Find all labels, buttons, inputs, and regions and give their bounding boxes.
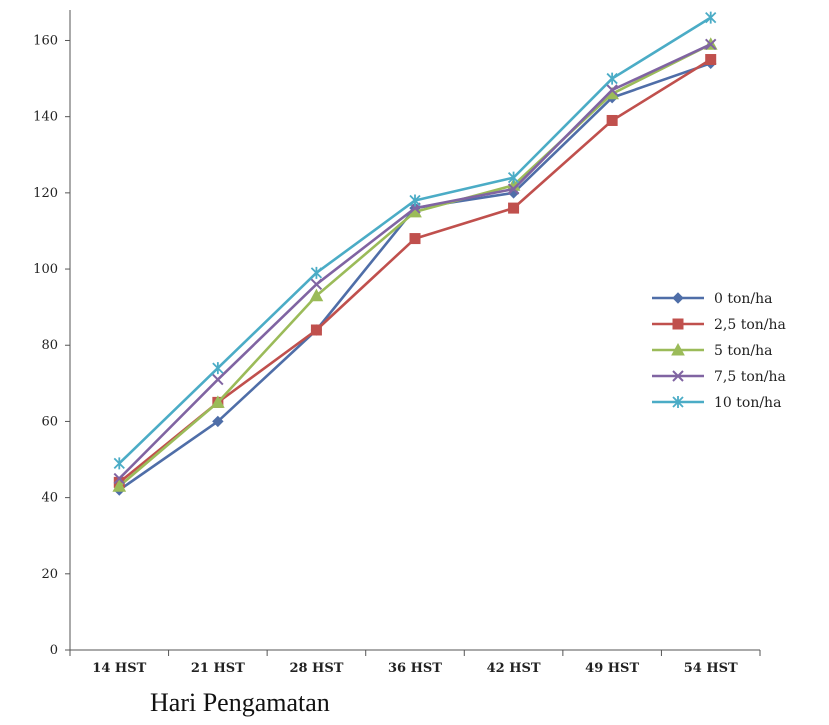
data-point [409, 233, 421, 245]
legend-marker [672, 370, 684, 382]
data-point [112, 479, 127, 492]
x-tick-label: 21 HST [191, 661, 245, 676]
y-tick-label: 40 [41, 491, 58, 506]
y-tick-label: 140 [33, 110, 58, 125]
data-point [211, 395, 225, 408]
y-tick-label: 0 [50, 643, 58, 658]
data-point [409, 194, 421, 207]
legend-marker [671, 342, 685, 356]
y-tick-label: 80 [41, 338, 58, 353]
legend-label: 7,5 ton/ha [714, 369, 786, 385]
data-point [310, 324, 322, 336]
series-line [118, 62, 712, 492]
x-tick-label: 28 HST [289, 661, 343, 676]
data-point [212, 362, 224, 375]
legend-item: 0 ton/ha [652, 291, 773, 307]
series-0 [113, 57, 717, 496]
legend-item: 7,5 ton/ha [652, 369, 786, 385]
series-line [118, 58, 712, 484]
data-point [606, 114, 618, 126]
series-layer [112, 11, 718, 496]
data-point [606, 72, 618, 85]
legend-marker [672, 292, 684, 304]
legend-label: 5 ton/ha [714, 343, 773, 359]
series-3 [113, 38, 717, 485]
data-point [507, 183, 520, 195]
data-point [705, 11, 717, 24]
series-line [118, 43, 712, 480]
y-tick-label: 160 [33, 33, 58, 48]
legend: 0 ton/ha 2,5 ton/ha 5 ton/ha 7,5 ton/ha 10 t… [652, 291, 786, 411]
legend-label: 10 ton/ha [714, 395, 781, 411]
series-line [118, 43, 712, 488]
data-point [705, 38, 717, 50]
x-tick-label: 49 HST [585, 661, 639, 676]
legend-item: 10 ton/ha [652, 395, 781, 411]
data-point [508, 202, 520, 214]
legend-label: 2,5 ton/ha [714, 317, 786, 333]
data-point [212, 373, 224, 386]
legend-item: 2,5 ton/ha [652, 317, 786, 333]
x-tick-label: 42 HST [487, 661, 541, 676]
y-tick-label: 60 [41, 414, 58, 429]
x-tick-label: 54 HST [684, 661, 738, 676]
x-axis-label: Hari Pengamatan [150, 688, 330, 717]
data-point [212, 415, 224, 428]
y-tick-label: 20 [41, 567, 58, 582]
chart-axes: 0 20 40 60 80 100 120 140 160 14 HST 21 HST 28 HST 3… [33, 10, 761, 676]
legend-item: 5 ton/ha [652, 342, 773, 359]
series-1 [113, 54, 717, 488]
x-tick-label: 36 HST [388, 661, 442, 676]
legend-label: 0 ton/ha [714, 291, 773, 307]
legend-marker [672, 396, 684, 408]
series-2 [112, 37, 718, 492]
data-point [606, 84, 618, 96]
series-4 [113, 11, 717, 470]
data-point [113, 457, 125, 470]
data-point [705, 54, 717, 66]
legend-marker [672, 318, 684, 330]
y-tick-label: 100 [33, 262, 58, 277]
data-point [309, 288, 324, 302]
y-tick-label: 120 [33, 186, 58, 201]
data-point [507, 171, 520, 184]
data-point [310, 278, 323, 290]
data-point [310, 266, 323, 279]
x-tick-label: 14 HST [92, 661, 146, 676]
data-point [113, 472, 125, 485]
